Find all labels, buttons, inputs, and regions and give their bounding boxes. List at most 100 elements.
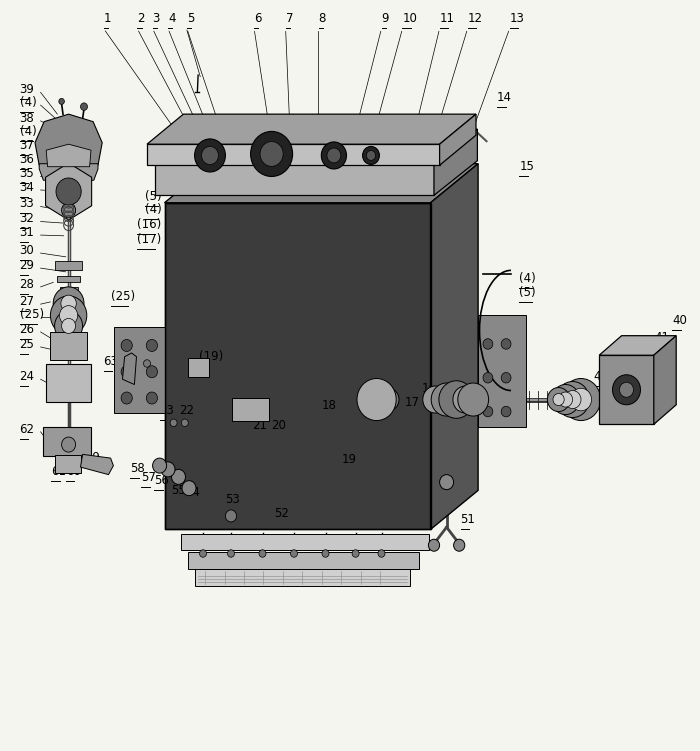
Text: 11: 11	[440, 12, 454, 25]
Circle shape	[161, 462, 175, 477]
Polygon shape	[80, 454, 113, 475]
Text: (4): (4)	[145, 204, 162, 216]
Polygon shape	[188, 552, 419, 569]
Circle shape	[357, 379, 396, 421]
Circle shape	[146, 366, 158, 378]
Circle shape	[251, 131, 293, 176]
Circle shape	[59, 98, 64, 104]
Circle shape	[552, 385, 580, 415]
Circle shape	[501, 372, 511, 383]
Circle shape	[453, 386, 478, 413]
Circle shape	[547, 388, 570, 412]
Circle shape	[439, 381, 474, 418]
Polygon shape	[181, 534, 429, 550]
Circle shape	[612, 375, 640, 405]
Text: 30: 30	[20, 244, 34, 257]
Bar	[46, 364, 91, 402]
Circle shape	[564, 391, 581, 409]
Polygon shape	[164, 203, 430, 529]
Polygon shape	[147, 144, 440, 165]
Circle shape	[225, 510, 237, 522]
Circle shape	[378, 550, 385, 557]
Circle shape	[423, 386, 448, 413]
Bar	[55, 261, 82, 270]
Text: 1: 1	[104, 12, 111, 25]
Circle shape	[290, 550, 298, 557]
Text: 39: 39	[20, 83, 34, 96]
Circle shape	[352, 550, 359, 557]
Text: 35: 35	[20, 167, 34, 180]
Text: 18: 18	[322, 399, 337, 412]
Text: 47: 47	[468, 415, 482, 428]
Polygon shape	[599, 336, 676, 355]
Bar	[60, 287, 78, 293]
Circle shape	[449, 388, 458, 397]
Text: 61: 61	[51, 466, 66, 478]
Circle shape	[56, 178, 81, 205]
Bar	[55, 455, 81, 473]
Polygon shape	[164, 164, 478, 203]
Text: 36: 36	[20, 153, 34, 166]
Circle shape	[378, 388, 399, 411]
Polygon shape	[122, 353, 136, 385]
Polygon shape	[478, 315, 526, 427]
Text: 14: 14	[497, 91, 512, 104]
Text: 40: 40	[672, 314, 687, 327]
Circle shape	[62, 437, 76, 452]
Circle shape	[327, 148, 341, 163]
Circle shape	[366, 150, 376, 161]
Text: 15: 15	[519, 160, 534, 173]
Circle shape	[50, 296, 87, 335]
Circle shape	[458, 383, 489, 416]
Text: 17: 17	[405, 397, 419, 409]
Text: 62: 62	[20, 423, 34, 436]
Text: 27: 27	[20, 295, 34, 308]
Circle shape	[556, 382, 589, 418]
Text: 43: 43	[623, 344, 638, 357]
Text: 16: 16	[421, 382, 436, 395]
Text: 63: 63	[104, 355, 118, 368]
Text: 52: 52	[274, 507, 289, 520]
Text: 50: 50	[438, 490, 453, 503]
Circle shape	[322, 550, 329, 557]
Text: 22: 22	[179, 404, 194, 417]
Text: 55: 55	[171, 484, 186, 497]
Circle shape	[483, 339, 493, 349]
Text: 24: 24	[20, 370, 34, 383]
Text: 46: 46	[491, 384, 506, 397]
Text: 57: 57	[141, 471, 156, 484]
Circle shape	[364, 385, 392, 415]
Polygon shape	[155, 164, 434, 195]
Text: (5): (5)	[519, 286, 536, 299]
Text: 45: 45	[594, 370, 608, 383]
Circle shape	[144, 360, 150, 367]
Text: 41: 41	[654, 331, 669, 344]
Circle shape	[170, 419, 177, 427]
Circle shape	[121, 339, 132, 351]
Circle shape	[483, 372, 493, 383]
Polygon shape	[599, 355, 654, 424]
Text: 12: 12	[468, 12, 482, 25]
Polygon shape	[434, 129, 477, 195]
Bar	[50, 332, 87, 360]
Text: 37: 37	[20, 140, 34, 152]
Circle shape	[501, 339, 511, 349]
Circle shape	[501, 406, 511, 417]
Text: (5): (5)	[145, 190, 162, 203]
Text: 8: 8	[318, 12, 326, 25]
Polygon shape	[114, 327, 164, 413]
Text: 54: 54	[185, 487, 200, 499]
Text: 4: 4	[168, 12, 176, 25]
Text: (16): (16)	[137, 219, 162, 231]
Polygon shape	[654, 336, 676, 424]
Circle shape	[483, 406, 493, 417]
Text: 49: 49	[438, 478, 453, 491]
Polygon shape	[35, 114, 102, 165]
Text: 58: 58	[130, 462, 145, 475]
Circle shape	[62, 318, 76, 333]
Circle shape	[195, 139, 225, 172]
Circle shape	[260, 141, 283, 166]
Text: (17): (17)	[137, 234, 162, 246]
Text: 23: 23	[160, 404, 174, 417]
Circle shape	[181, 419, 188, 427]
